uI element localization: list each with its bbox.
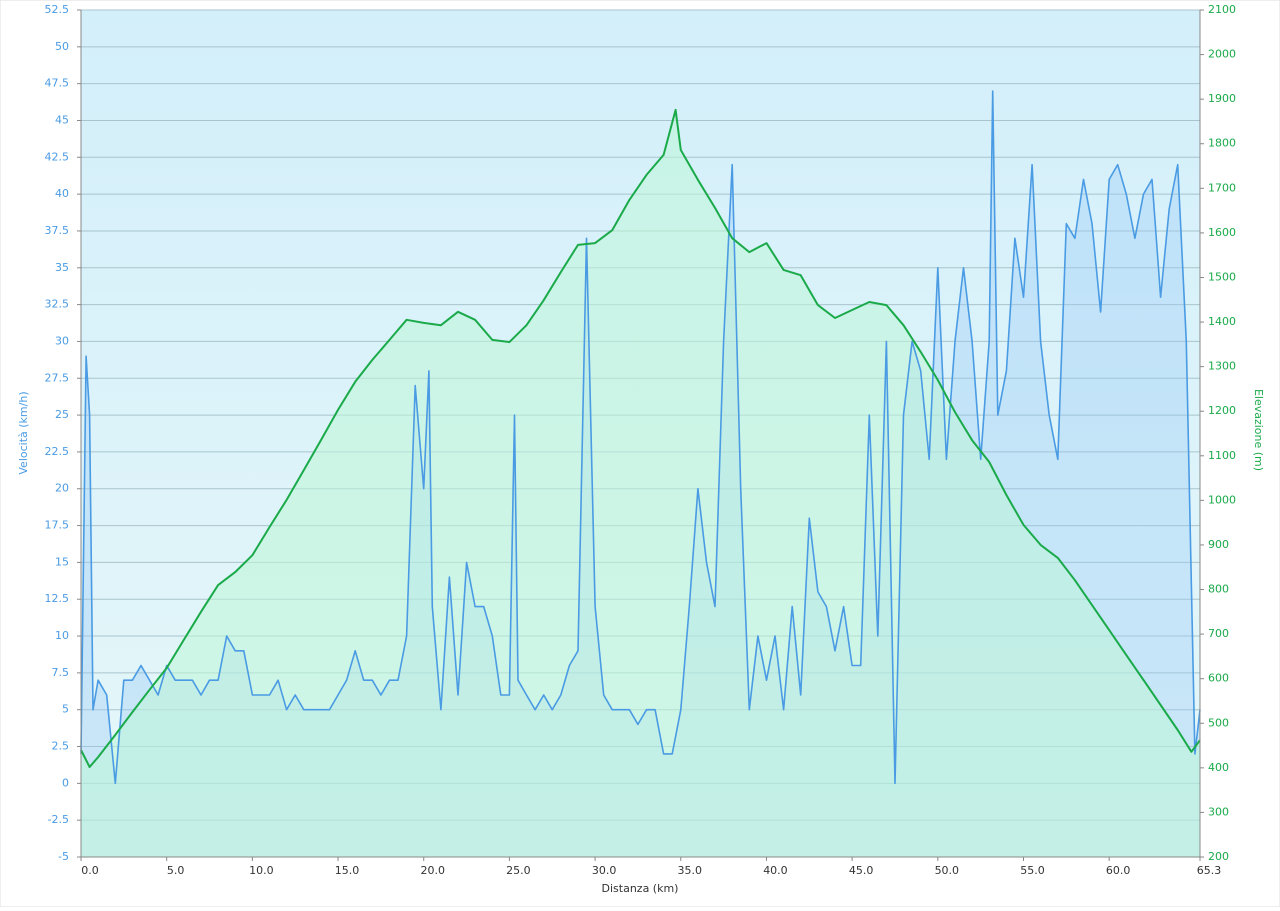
y2-tick-label: 400: [1208, 761, 1229, 774]
y2-tick-label: 1200: [1208, 404, 1236, 417]
y2-tick-label: 1900: [1208, 92, 1236, 105]
y2-tick-label: 2000: [1208, 48, 1236, 61]
y-axis-title: Velocità (km/h): [17, 391, 30, 474]
y2-tick-label: 900: [1208, 538, 1229, 551]
y2-tick-label: 1100: [1208, 449, 1236, 462]
y-tick-label: 7.5: [52, 666, 70, 679]
x-tick-label: 30.0: [592, 864, 617, 877]
x-tick-label: 45.0: [849, 864, 874, 877]
y-tick-label: 32.5: [45, 298, 70, 311]
y-tick-label: 42.5: [45, 150, 70, 163]
series-line: [80, 108, 1201, 768]
y-tick-label: 52.5: [45, 3, 70, 16]
y2-tick-label: 1800: [1208, 137, 1236, 150]
x-tick-label: 40.0: [763, 864, 788, 877]
x-tick-label: 60.0: [1106, 864, 1131, 877]
y-tick-label: 47.5: [45, 77, 70, 90]
y2-tick-label: 1400: [1208, 315, 1236, 328]
y2-tick-label: 300: [1208, 805, 1229, 818]
y-tick-label: 12.5: [45, 592, 70, 605]
x-tick-label: 5.0: [167, 864, 185, 877]
y-tick-label: 50: [55, 40, 69, 53]
series-line: [80, 90, 1201, 785]
x-tick-label: 25.0: [506, 864, 531, 877]
y2-tick-label: 1000: [1208, 493, 1236, 506]
y-tick-label: 25: [55, 408, 69, 421]
y-tick-label: 35: [55, 261, 69, 274]
x-tick-label: 0.0: [81, 864, 99, 877]
y2-tick-label: 500: [1208, 716, 1229, 729]
y2-tick-label: 1300: [1208, 360, 1236, 373]
y2-tick-label: 2100: [1208, 3, 1236, 16]
y2-tick-label: 800: [1208, 583, 1229, 596]
y2-tick-label: 600: [1208, 672, 1229, 685]
x-tick-label: 55.0: [1020, 864, 1045, 877]
y-tick-label: -5: [58, 850, 69, 863]
y-tick-label: 10: [55, 629, 69, 642]
y-tick-label: 27.5: [45, 371, 70, 384]
y-tick-label: 40: [55, 187, 69, 200]
y2-tick-label: 1600: [1208, 226, 1236, 239]
y2-tick-label: 200: [1208, 850, 1229, 863]
x-tick-label: 50.0: [935, 864, 960, 877]
y-tick-label: 15: [55, 555, 69, 568]
x-tick-label: 35.0: [678, 864, 703, 877]
x-tick-label: 15.0: [335, 864, 360, 877]
y2-tick-label: 1500: [1208, 270, 1236, 283]
x-tick-label: 65.3: [1197, 864, 1222, 877]
y-tick-label: -2.5: [48, 813, 69, 826]
y-tick-label: 30: [55, 334, 69, 347]
x-tick-label: 20.0: [420, 864, 445, 877]
y2-axis-title: Elevazione (m): [1252, 389, 1265, 471]
y2-tick-label: 1700: [1208, 181, 1236, 194]
x-tick-label: 10.0: [249, 864, 274, 877]
y2-tick-label: 700: [1208, 627, 1229, 640]
y-tick-label: 0: [62, 776, 69, 789]
y-tick-label: 5: [62, 703, 69, 716]
y-tick-label: 22.5: [45, 445, 70, 458]
y-tick-label: 20: [55, 482, 69, 495]
x-axis-title: Distanza (km): [602, 882, 679, 895]
y-tick-label: 45: [55, 113, 69, 126]
y-tick-label: 37.5: [45, 224, 70, 237]
y-tick-label: 17.5: [45, 519, 70, 532]
y-tick-label: 2.5: [52, 740, 70, 753]
